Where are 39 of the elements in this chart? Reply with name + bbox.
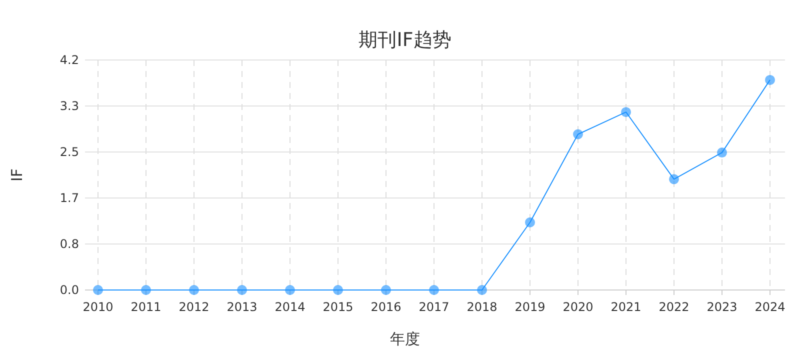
- point: [477, 285, 487, 295]
- point: [93, 285, 103, 295]
- x-tick-label: 2024: [754, 300, 786, 314]
- point: [285, 285, 295, 295]
- x-tick-label: 2017: [418, 300, 450, 314]
- x-tick-label: 2011: [130, 300, 162, 314]
- x-tick-label: 2023: [706, 300, 738, 314]
- point: [237, 285, 247, 295]
- x-tick-label: 2014: [274, 300, 306, 314]
- y-tick-label: 4.2: [60, 53, 79, 67]
- point: [717, 148, 727, 158]
- y-tick-label: 1.7: [60, 191, 79, 205]
- point: [333, 285, 343, 295]
- point: [141, 285, 151, 295]
- x-tick-label: 2016: [370, 300, 402, 314]
- point: [621, 107, 631, 118]
- x-axis-title: 年度: [390, 330, 420, 348]
- x-tick-label: 2015: [322, 300, 354, 314]
- x-tick-label: 2013: [226, 300, 258, 314]
- point: [381, 285, 391, 295]
- y-axis-title: IF: [8, 168, 26, 182]
- point: [189, 285, 199, 295]
- x-tick-label: 2021: [610, 300, 642, 314]
- chart-title: 期刊IF趋势: [358, 29, 452, 51]
- x-tick-label: 2020: [562, 300, 594, 314]
- point: [429, 285, 439, 295]
- point: [765, 74, 775, 85]
- y-tick-label: 2.5: [60, 145, 79, 159]
- x-tick-label: 2010: [82, 300, 114, 314]
- point: [573, 129, 583, 140]
- point: [669, 174, 679, 184]
- x-tick-label: 2012: [178, 300, 210, 314]
- x-tick-label: 2018: [466, 300, 498, 314]
- y-tick-label: 0.8: [60, 237, 79, 251]
- x-tick-label: 2022: [658, 300, 690, 314]
- x-tick-label: 2019: [514, 300, 546, 314]
- y-tick-label: 3.3: [60, 99, 79, 113]
- point: [525, 217, 535, 228]
- y-tick-label: 0.0: [60, 283, 79, 297]
